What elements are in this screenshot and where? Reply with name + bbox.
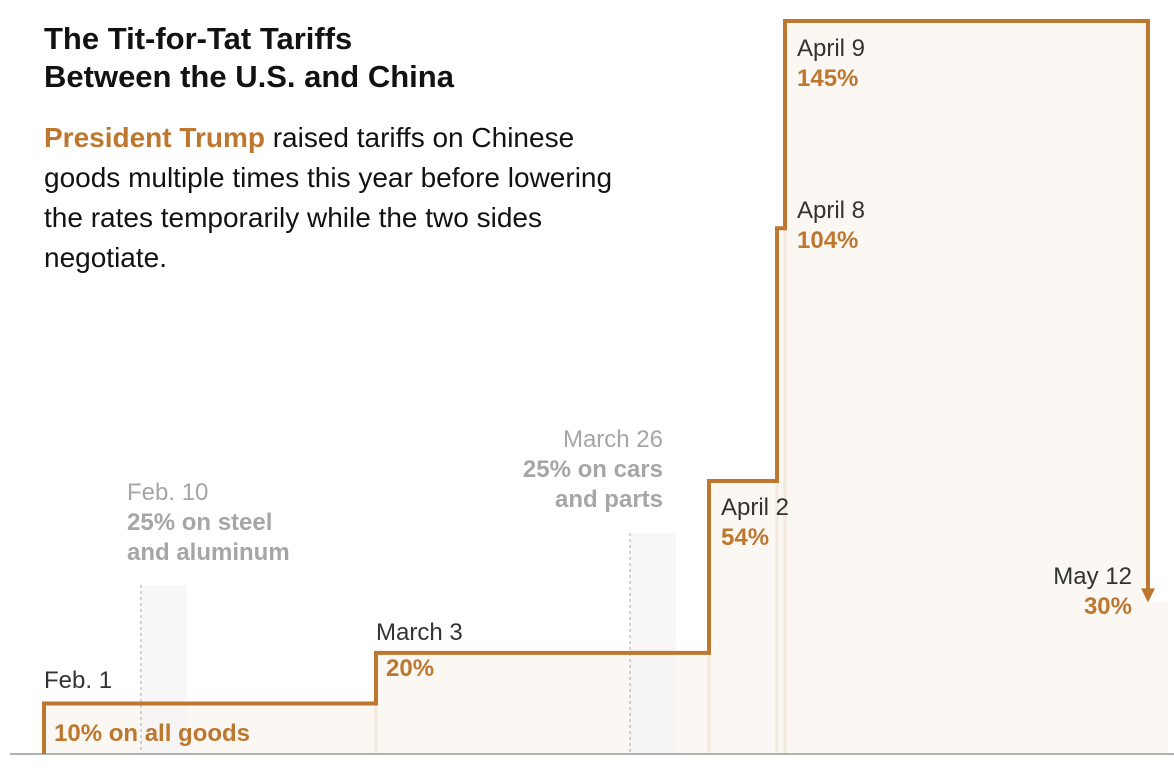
annotation-shade xyxy=(630,533,676,754)
label-apr8: April 8 104% xyxy=(797,196,865,256)
value-label: 104% xyxy=(797,227,859,254)
value-label: 20% xyxy=(386,655,435,682)
intro-highlight: President Trump xyxy=(44,122,265,153)
intro-text: President Trump raised tariffs on Chines… xyxy=(44,118,644,278)
value-feb1: 10% on all goods xyxy=(54,719,250,749)
down-arrow-icon xyxy=(1141,588,1155,603)
label-mar3: March 3 20% xyxy=(376,618,463,684)
date-label: March 3 xyxy=(376,619,463,646)
date-label: April 8 xyxy=(797,197,866,224)
chart-title: The Tit-for-Tat Tariffs Between the U.S.… xyxy=(44,20,454,96)
date-label: May 12 xyxy=(1053,563,1132,590)
label-apr9: April 9 145% xyxy=(797,34,865,94)
date-label: April 2 xyxy=(721,494,790,521)
step-fill xyxy=(785,21,1148,754)
title-line-1: The Tit-for-Tat Tariffs xyxy=(44,21,353,56)
value-label: 30% xyxy=(1083,593,1132,620)
date-label: April 9 xyxy=(797,35,866,62)
annotation-mar26: March 26 25% on cars and parts xyxy=(523,425,663,515)
annotation-date: March 26 xyxy=(562,426,663,453)
series-line-layer xyxy=(42,19,1155,754)
intro-rest: raised tariffs on Chinese goods multiple… xyxy=(44,122,613,273)
date-label: Feb. 1 xyxy=(44,667,113,694)
step-fill xyxy=(44,703,376,754)
step-fill xyxy=(709,481,777,754)
label-may12: May 12 30% xyxy=(1053,562,1132,622)
value-label: 145% xyxy=(797,65,859,92)
annotation-lines xyxy=(140,533,676,754)
title-line-2: Between the U.S. and China xyxy=(44,59,454,94)
annotation-date: Feb. 10 xyxy=(127,479,209,506)
annotation-text-1: 25% on cars xyxy=(522,456,663,483)
label-apr2: April 2 54% xyxy=(721,493,789,553)
step-fill xyxy=(1148,602,1168,754)
value-label: 10% on all goods xyxy=(54,720,251,747)
annotation-text-2: and aluminum xyxy=(127,539,290,566)
annotation-shade xyxy=(141,585,187,754)
step-fill xyxy=(777,228,785,754)
annotation-feb10: Feb. 10 25% on steel and aluminum xyxy=(127,478,290,568)
annotation-text-2: and parts xyxy=(554,486,663,513)
annotation-text-1: 25% on steel xyxy=(127,509,273,536)
label-feb1: Feb. 1 xyxy=(44,666,112,696)
tariff-series-line xyxy=(42,19,1150,754)
value-label: 54% xyxy=(721,524,770,551)
